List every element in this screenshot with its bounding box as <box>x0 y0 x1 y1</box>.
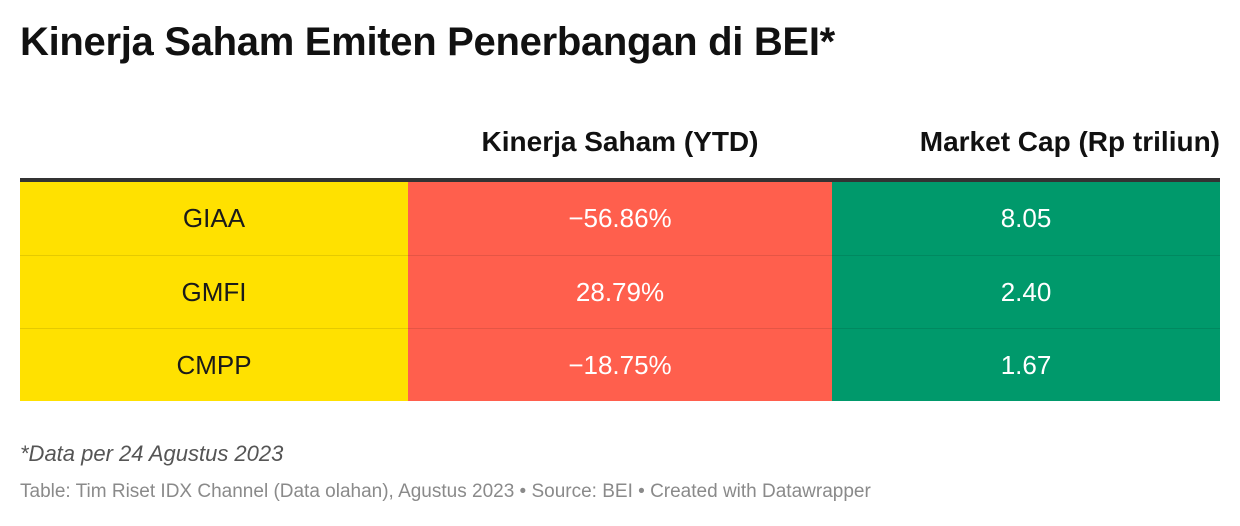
performance-cell: 28.79% <box>408 255 832 328</box>
performance-cell: −18.75% <box>408 328 832 401</box>
table-row: GMFI 28.79% 2.40 <box>20 255 1220 328</box>
market-cap-cell: 8.05 <box>832 182 1220 255</box>
ticker-cell: CMPP <box>20 328 408 401</box>
chart-title: Kinerja Saham Emiten Penerbangan di BEI* <box>20 20 835 64</box>
market-cap-cell: 2.40 <box>832 255 1220 328</box>
column-header-market-cap[interactable]: Market Cap (Rp triliun) <box>919 126 1220 157</box>
source-footer: Table: Tim Riset IDX Channel (Data olaha… <box>20 481 871 502</box>
ticker-cell: GMFI <box>20 255 408 328</box>
table-header: Kinerja Saham (YTD) Market Cap (Rp trili… <box>20 112 1220 182</box>
table-row: CMPP −18.75% 1.67 <box>20 328 1220 401</box>
performance-cell: −56.86% <box>408 182 832 255</box>
market-cap-cell: 1.67 <box>832 328 1220 401</box>
table-row: GIAA −56.86% 8.05 <box>20 182 1220 255</box>
data-note: *Data per 24 Agustus 2023 <box>20 441 284 466</box>
ticker-cell: GIAA <box>20 182 408 255</box>
data-table: Kinerja Saham (YTD) Market Cap (Rp trili… <box>20 112 1220 401</box>
column-header-performance[interactable]: Kinerja Saham (YTD) <box>481 126 759 157</box>
